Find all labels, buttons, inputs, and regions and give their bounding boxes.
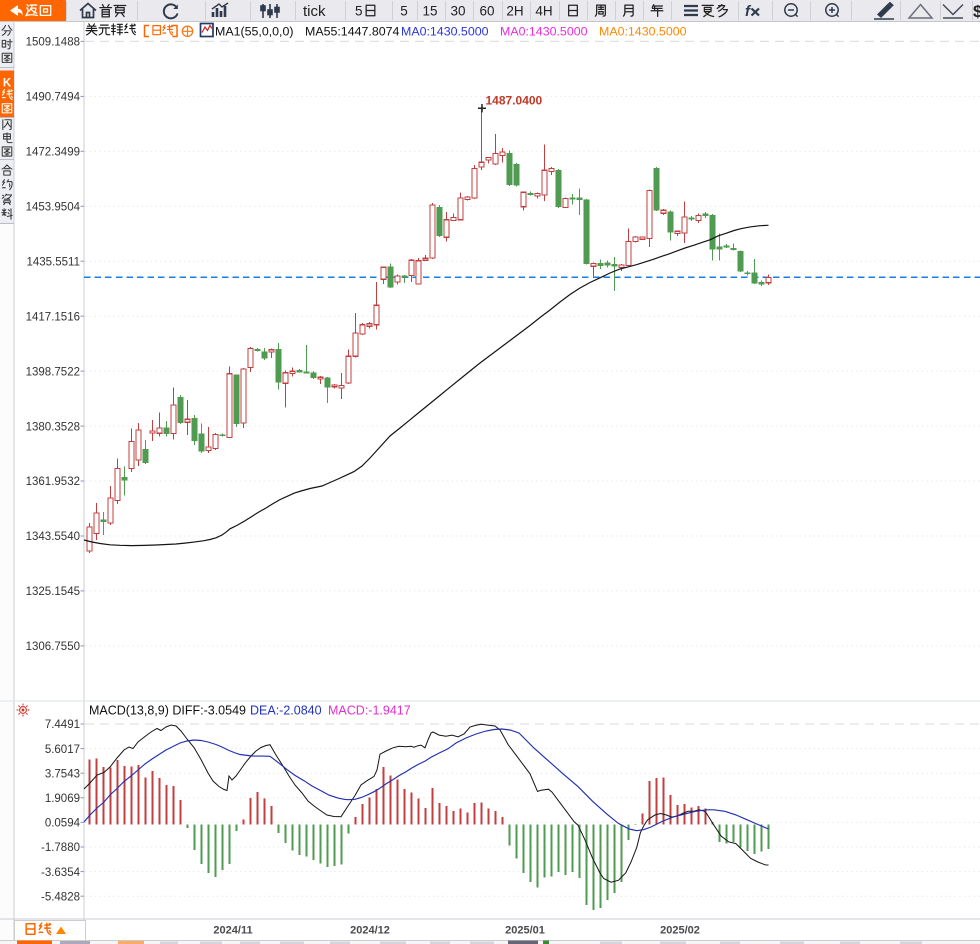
svg-text:1.9069: 1.9069	[45, 793, 80, 805]
svg-text:5: 5	[400, 4, 408, 19]
svg-text:2024/11: 2024/11	[213, 925, 252, 937]
svg-text:60: 60	[479, 4, 494, 19]
svg-text:K: K	[3, 78, 12, 90]
svg-text:tick: tick	[303, 3, 326, 20]
svg-text:f: f	[745, 3, 752, 20]
svg-text:-3.6354: -3.6354	[41, 867, 81, 879]
svg-text:15: 15	[422, 4, 437, 19]
svg-text:1453.9504: 1453.9504	[26, 202, 81, 214]
svg-text:DEA:-2.0840: DEA:-2.0840	[250, 704, 322, 718]
svg-text:MA0:1430.5000: MA0:1430.5000	[599, 25, 687, 39]
svg-text:2025/01: 2025/01	[505, 925, 545, 937]
svg-text:4H: 4H	[535, 4, 552, 19]
svg-text:1361.9532: 1361.9532	[26, 476, 80, 488]
svg-text:MA0:1430.5000: MA0:1430.5000	[500, 25, 588, 39]
svg-text:5: 5	[355, 4, 363, 19]
svg-text:$: $	[973, 2, 980, 21]
svg-text:MA55:1447.8074: MA55:1447.8074	[305, 25, 399, 39]
svg-text:1435.5511: 1435.5511	[26, 256, 80, 268]
svg-text:-5.4828: -5.4828	[41, 891, 80, 903]
svg-text:30: 30	[450, 4, 465, 19]
svg-text:-1.7880: -1.7880	[41, 842, 80, 854]
svg-text:1490.7494: 1490.7494	[26, 92, 81, 104]
svg-text:1417.1516: 1417.1516	[26, 311, 80, 323]
svg-text:1509.1488: 1509.1488	[26, 37, 80, 49]
svg-text:3.7543: 3.7543	[45, 768, 80, 780]
svg-text:1343.5540: 1343.5540	[26, 531, 80, 543]
svg-text:1380.3528: 1380.3528	[26, 421, 80, 433]
svg-text:MA1(55,0,0,0): MA1(55,0,0,0)	[215, 25, 294, 39]
svg-text:1487.0400: 1487.0400	[486, 94, 543, 108]
svg-text:2025/02: 2025/02	[660, 925, 700, 937]
svg-text:7.4491: 7.4491	[45, 719, 80, 731]
svg-text:2H: 2H	[506, 4, 523, 19]
svg-text:MACD:-1.9417: MACD:-1.9417	[328, 704, 411, 718]
svg-text:1398.7522: 1398.7522	[26, 366, 80, 378]
svg-text:1472.3499: 1472.3499	[26, 147, 80, 159]
svg-text:1306.7550: 1306.7550	[26, 641, 80, 653]
svg-text:2024/12: 2024/12	[350, 925, 390, 937]
svg-text:5.6017: 5.6017	[45, 744, 80, 756]
svg-text:1325.1545: 1325.1545	[26, 586, 80, 598]
svg-text:MA0:1430.5000: MA0:1430.5000	[401, 25, 489, 39]
svg-text:0.0594: 0.0594	[45, 818, 81, 830]
svg-text:MACD(13,8,9) DIFF:-3.0549: MACD(13,8,9) DIFF:-3.0549	[89, 704, 246, 718]
